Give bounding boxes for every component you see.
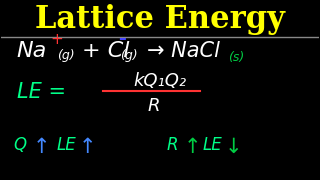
Text: –: – <box>118 31 126 46</box>
Text: +: + <box>50 32 63 47</box>
Text: kQ₁Q₂: kQ₁Q₂ <box>133 72 186 90</box>
Text: ↑: ↑ <box>33 137 50 157</box>
Text: LE =: LE = <box>17 82 66 102</box>
Text: Na: Na <box>17 41 47 61</box>
Text: Q: Q <box>14 136 27 154</box>
Text: (s): (s) <box>228 51 245 64</box>
Text: LE: LE <box>57 136 76 154</box>
Text: ↑: ↑ <box>184 137 201 157</box>
Text: → NaCl: → NaCl <box>147 41 220 61</box>
Text: (g): (g) <box>57 49 74 62</box>
Text: Lattice Energy: Lattice Energy <box>35 4 285 35</box>
Text: ↑: ↑ <box>79 137 96 157</box>
Text: LE: LE <box>203 136 223 154</box>
Text: + Cl: + Cl <box>82 41 129 61</box>
Text: ↓: ↓ <box>225 137 243 157</box>
Text: R: R <box>148 97 160 115</box>
Text: R: R <box>166 136 178 154</box>
Text: (g): (g) <box>120 49 138 62</box>
